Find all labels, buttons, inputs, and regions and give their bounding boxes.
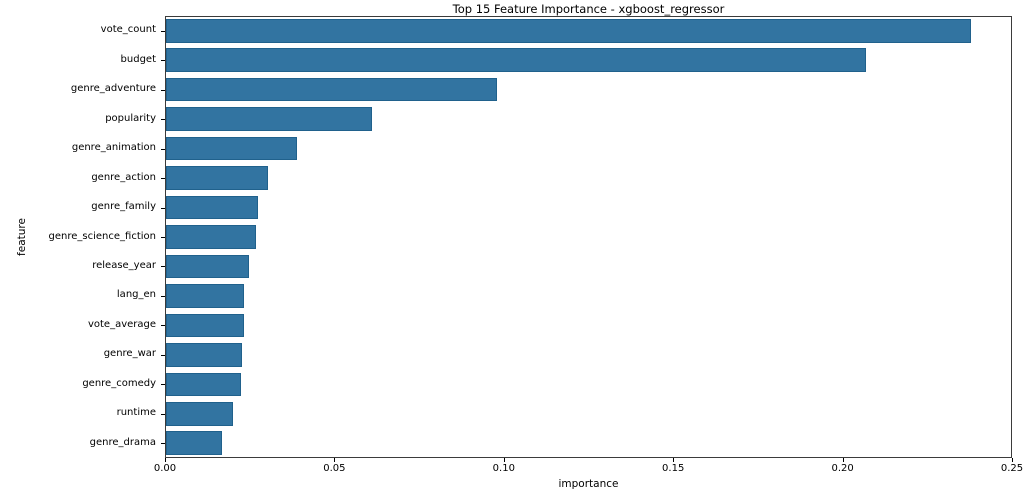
y-tick-mark <box>161 30 165 32</box>
y-tick-label-vote_average: vote_average <box>87 318 156 330</box>
x-tick-label-0.05: 0.05 <box>323 463 346 474</box>
y-tick-mark <box>161 207 165 209</box>
bar-popularity <box>166 107 372 131</box>
y-tick-mark <box>161 60 165 62</box>
bar-genre_science_fiction <box>166 225 257 249</box>
y-tick-label-genre_family: genre_family <box>91 201 156 213</box>
x-axis-label: importance <box>558 478 619 490</box>
x-tick-mark <box>165 458 166 462</box>
y-tick-mark <box>161 413 165 415</box>
bar-genre_war <box>166 343 243 367</box>
y-tick-label-genre_war: genre_war <box>103 348 156 360</box>
y-tick-label-vote_count: vote_count <box>100 24 156 36</box>
bar-vote_average <box>166 313 244 338</box>
y-tick-label-genre_comedy: genre_comedy <box>82 377 156 389</box>
bar-genre_animation <box>166 136 298 161</box>
y-tick-label-genre_science_fiction: genre_science_fiction <box>48 230 156 242</box>
y-tick-mark <box>161 325 165 327</box>
y-tick-mark <box>161 354 165 356</box>
bar-runtime <box>166 402 234 426</box>
y-tick-mark <box>161 443 165 445</box>
bar-budget <box>166 48 867 72</box>
y-tick-label-genre_adventure: genre_adventure <box>70 83 156 95</box>
y-tick-label-popularity: popularity <box>105 112 156 124</box>
bar-vote_count <box>166 18 972 43</box>
x-tick-mark <box>503 458 505 462</box>
y-tick-mark <box>161 266 165 268</box>
y-tick-mark <box>161 119 165 121</box>
x-tick-label-0.10: 0.10 <box>492 463 515 474</box>
bar-release_year <box>166 254 250 279</box>
y-tick-mark <box>161 89 165 91</box>
bar-genre_drama <box>166 431 222 456</box>
y-tick-label-lang_en: lang_en <box>116 289 156 301</box>
y-tick-mark <box>161 148 165 150</box>
x-tick-label-0.15: 0.15 <box>662 463 685 474</box>
y-tick-mark <box>161 295 165 297</box>
x-tick-label-0.20: 0.20 <box>831 463 854 474</box>
y-tick-label-budget: budget <box>120 53 156 65</box>
x-tick-label-0.25: 0.25 <box>1000 463 1024 474</box>
bar-genre_comedy <box>166 372 241 397</box>
y-tick-label-genre_action: genre_action <box>91 171 156 183</box>
bar-genre_adventure <box>166 77 498 102</box>
y-tick-label-runtime: runtime <box>116 407 156 419</box>
y-tick-mark <box>161 178 165 180</box>
y-tick-label-genre_animation: genre_animation <box>71 142 156 154</box>
y-tick-label-genre_drama: genre_drama <box>89 436 156 448</box>
bar-genre_action <box>166 166 269 190</box>
x-tick-mark <box>673 458 675 462</box>
bar-genre_family <box>166 195 259 220</box>
x-tick-mark <box>1012 458 1013 462</box>
y-tick-mark <box>161 237 165 238</box>
x-tick-mark <box>842 458 844 462</box>
x-tick-mark <box>334 458 336 462</box>
y-tick-label-release_year: release_year <box>92 259 156 271</box>
x-tick-label-0.00: 0.00 <box>153 463 177 474</box>
y-tick-mark <box>161 384 165 386</box>
bar-lang_en <box>166 284 245 308</box>
chart-title: Top 15 Feature Importance - xgboost_regr… <box>452 2 725 16</box>
